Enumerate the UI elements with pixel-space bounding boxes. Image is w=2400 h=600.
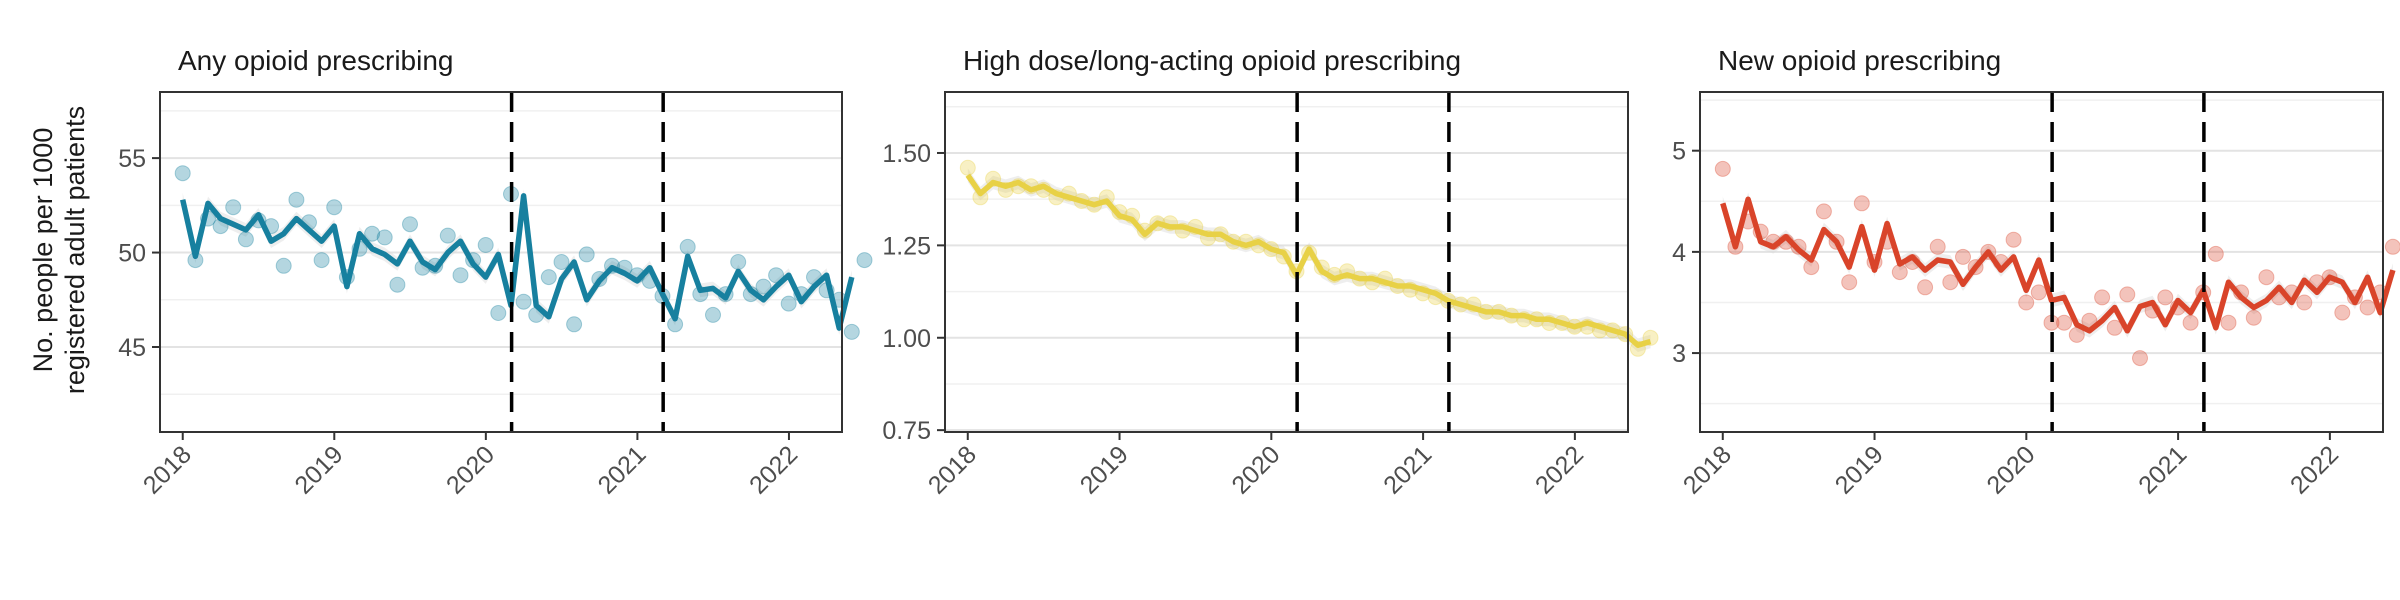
data-point [856,252,873,269]
data-point [237,231,254,248]
confidence-ribbon [967,168,1651,352]
data-point [2245,309,2262,326]
data-point [2030,284,2047,301]
x-tick-label: 2019 [289,440,348,499]
x-tick-label: 2018 [138,440,197,499]
panel-new-opioid: New opioid prescribing 3 4 5 2018 2019 2020 202… [1672,45,2400,500]
data-point [2220,314,2237,331]
data-point [2005,231,2022,248]
data-point [679,238,696,255]
y-tick-label: 3 [1672,340,1686,368]
x-tick-label: 2019 [1830,440,1889,499]
data-point [376,229,393,246]
data-point [326,199,343,216]
x-tick-label: 2021 [2133,440,2192,499]
x-tick-label: 2018 [1678,440,1737,499]
series-line [1720,196,2396,334]
panel-title: Any opioid prescribing [178,45,454,76]
data-point [780,295,797,312]
data-point [2207,245,2224,262]
data-point [2384,238,2400,255]
panel-any-opioid: Any opioid prescribing 45 50 55 2018 2019 2020… [118,45,873,500]
data-point [2359,299,2376,316]
data-point [2018,294,2035,311]
data-point [959,159,976,176]
series-line [180,193,855,331]
data-point [1917,279,1934,296]
data-point [2296,294,2313,311]
y-tick-label: 0.75 [882,417,931,445]
x-tick-label: 2021 [1378,440,1437,499]
data-point [1714,160,1731,177]
y-tick-label: 4 [1672,239,1686,267]
data-point [843,323,860,340]
data-point [225,199,242,216]
data-point [174,165,191,182]
x-tick-label: 2020 [1981,440,2040,499]
data-point [1853,195,1870,212]
data-point [364,225,381,242]
data-point [2258,269,2275,286]
y-tick-label: 50 [118,240,146,268]
panel-border [1699,91,2384,433]
data-point [1891,264,1908,281]
data-point [452,267,469,284]
data-point [730,254,747,270]
y-axis-title-line-2: registered adult patients [60,106,90,394]
panel-high-dose-opioid: High dose/long-acting opioid prescribing… [882,45,1659,500]
data-point [477,237,494,253]
data-point [490,305,507,321]
data-point [402,216,418,233]
panel-title: New opioid prescribing [1718,45,2001,76]
x-tick-label: 2022 [2285,440,2344,499]
data-point [553,254,570,270]
data-point [2119,286,2136,303]
data-point [1955,248,1971,265]
y-tick-label: 55 [118,145,146,173]
data-point [2182,314,2199,331]
data-point [2056,314,2073,331]
y-axis-title-line-1: No. people per 1000 [28,128,58,373]
data-point [2157,289,2174,306]
x-tick-label: 2018 [923,440,982,499]
data-point [288,191,305,208]
data-point [755,278,772,295]
panel-border [159,91,843,433]
x-tick-label: 2022 [744,440,803,499]
y-tick-label: 1.25 [882,232,931,260]
y-tick-label: 1.00 [882,325,931,353]
series-line [965,173,1652,348]
data-point [566,316,583,333]
data-point [313,252,330,269]
data-point [768,267,785,284]
y-tick-label: 5 [1672,138,1686,166]
data-point [389,276,406,293]
data-point [705,306,721,323]
data-point [2106,319,2123,336]
panel-border [944,91,1629,433]
data-point [2094,289,2111,306]
data-point [515,293,532,310]
x-tick-label: 2021 [593,440,652,499]
panel-title: High dose/long-acting opioid prescribing [963,45,1461,76]
data-point [275,257,292,274]
x-tick-label: 2020 [441,440,500,499]
data-point [2132,350,2148,367]
x-tick-label: 2022 [1530,440,1589,499]
data-point [1929,238,1946,255]
y-tick-label: 45 [118,334,146,362]
x-tick-label: 2020 [1226,440,1285,499]
data-point [1841,274,1858,291]
data-point [2334,304,2351,321]
data-point [1815,203,1832,220]
x-tick-label: 2019 [1075,440,1134,499]
data-point [439,227,456,244]
data-point [1942,274,1959,291]
data-point [540,269,557,286]
data-point [578,246,595,263]
y-tick-label: 1.50 [882,140,931,168]
